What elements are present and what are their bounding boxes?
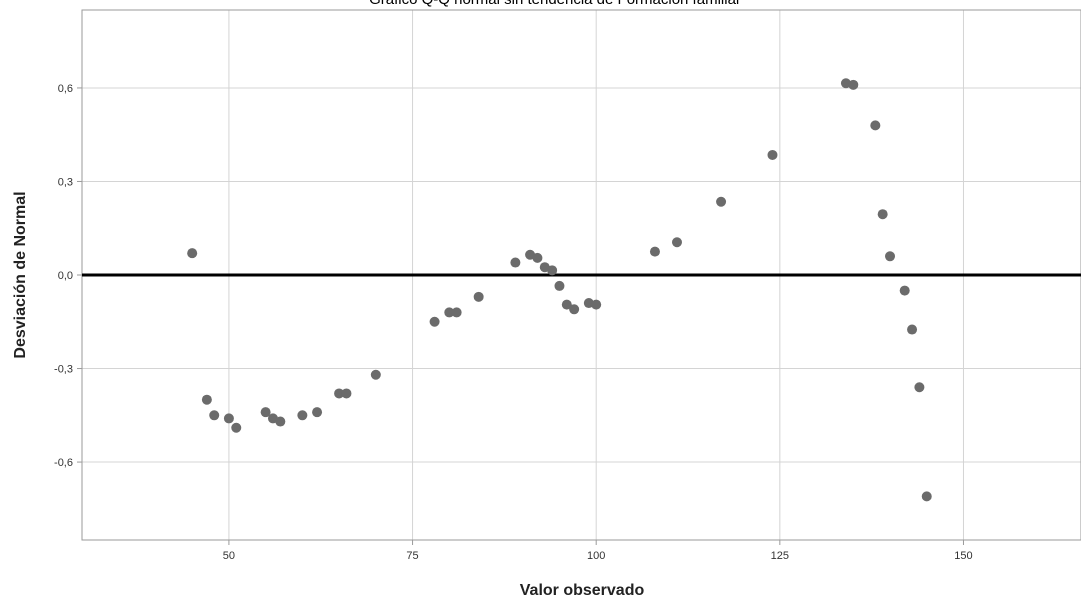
data-point bbox=[885, 251, 896, 262]
data-point bbox=[649, 246, 660, 257]
data-point bbox=[209, 410, 220, 421]
x-tick-label: 50 bbox=[223, 550, 235, 562]
data-point bbox=[671, 237, 682, 248]
y-tick-label: 0,3 bbox=[58, 176, 73, 188]
data-point bbox=[429, 316, 440, 327]
data-point bbox=[341, 388, 352, 399]
data-point bbox=[716, 196, 727, 207]
x-tick-label: 125 bbox=[771, 550, 789, 562]
data-point bbox=[334, 388, 345, 399]
data-point bbox=[767, 149, 778, 160]
data-point bbox=[914, 382, 925, 393]
data-point bbox=[187, 248, 198, 259]
data-point bbox=[554, 280, 565, 291]
y-tick-label: 0,0 bbox=[58, 270, 73, 282]
data-point bbox=[877, 209, 888, 220]
data-point bbox=[532, 252, 543, 263]
y-tick-label: -0,3 bbox=[54, 364, 73, 376]
data-point bbox=[275, 416, 286, 427]
x-tick-label: 100 bbox=[587, 550, 605, 562]
data-point bbox=[591, 299, 602, 310]
data-point bbox=[312, 407, 323, 418]
data-point bbox=[848, 79, 859, 90]
data-point bbox=[921, 491, 932, 502]
y-tick-label: 0,6 bbox=[58, 83, 73, 95]
data-point bbox=[297, 410, 308, 421]
data-point bbox=[561, 299, 572, 310]
data-point bbox=[444, 307, 455, 318]
data-point bbox=[451, 307, 462, 318]
x-tick-label: 150 bbox=[954, 550, 972, 562]
chart-title: Gráfico Q-Q normal sin tendencia de Form… bbox=[369, 0, 741, 8]
data-point bbox=[899, 285, 910, 296]
y-axis-label: Desviación de Normal bbox=[12, 191, 29, 358]
data-point bbox=[370, 369, 381, 380]
data-point bbox=[260, 407, 271, 418]
x-axis-label: Valor observado bbox=[520, 582, 645, 599]
data-point bbox=[907, 324, 918, 335]
y-tick-labels: -0,6 -0,3 0,0 0,3 0,6 bbox=[54, 83, 82, 469]
data-point bbox=[547, 265, 558, 276]
data-point bbox=[510, 257, 521, 268]
data-point bbox=[231, 422, 242, 433]
data-point bbox=[870, 120, 881, 131]
data-point bbox=[473, 291, 484, 302]
data-point bbox=[569, 304, 580, 315]
x-tick-labels: 50 75 100 125 150 bbox=[223, 540, 973, 562]
data-point bbox=[201, 394, 212, 405]
data-point bbox=[223, 413, 234, 424]
y-tick-label: -0,6 bbox=[54, 457, 73, 469]
x-tick-label: 75 bbox=[406, 550, 418, 562]
data-points bbox=[187, 78, 932, 502]
